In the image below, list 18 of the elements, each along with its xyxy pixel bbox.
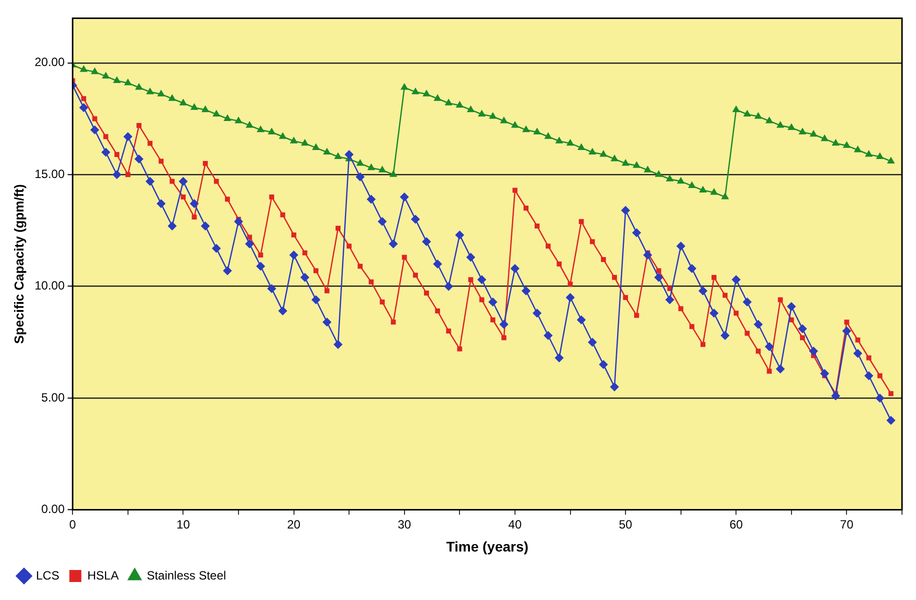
y-tick-label: 10.00 xyxy=(34,278,65,293)
legend-label: Stainless Steel xyxy=(146,568,226,582)
y-tick-label: 0.00 xyxy=(41,502,65,516)
x-tick-label: 70 xyxy=(840,517,854,532)
x-axis-title: Time (years) xyxy=(446,538,528,554)
y-tick-label: 20.00 xyxy=(34,55,65,70)
legend-label: LCS xyxy=(36,568,60,582)
y-tick-label: 5.00 xyxy=(41,390,65,404)
x-tick-label: 60 xyxy=(729,517,744,532)
x-tick-label: 0 xyxy=(69,517,76,532)
legend-label: HSLA xyxy=(87,568,119,582)
x-tick-label: 10 xyxy=(176,517,190,532)
x-tick-label: 50 xyxy=(618,517,633,532)
y-axis-title: Specific Capacity (gpm/ft) xyxy=(11,184,26,344)
x-tick-label: 30 xyxy=(398,517,412,532)
x-tick-label: 40 xyxy=(508,517,522,532)
x-tick-label: 20 xyxy=(287,517,301,532)
y-tick-label: 15.00 xyxy=(34,166,65,181)
